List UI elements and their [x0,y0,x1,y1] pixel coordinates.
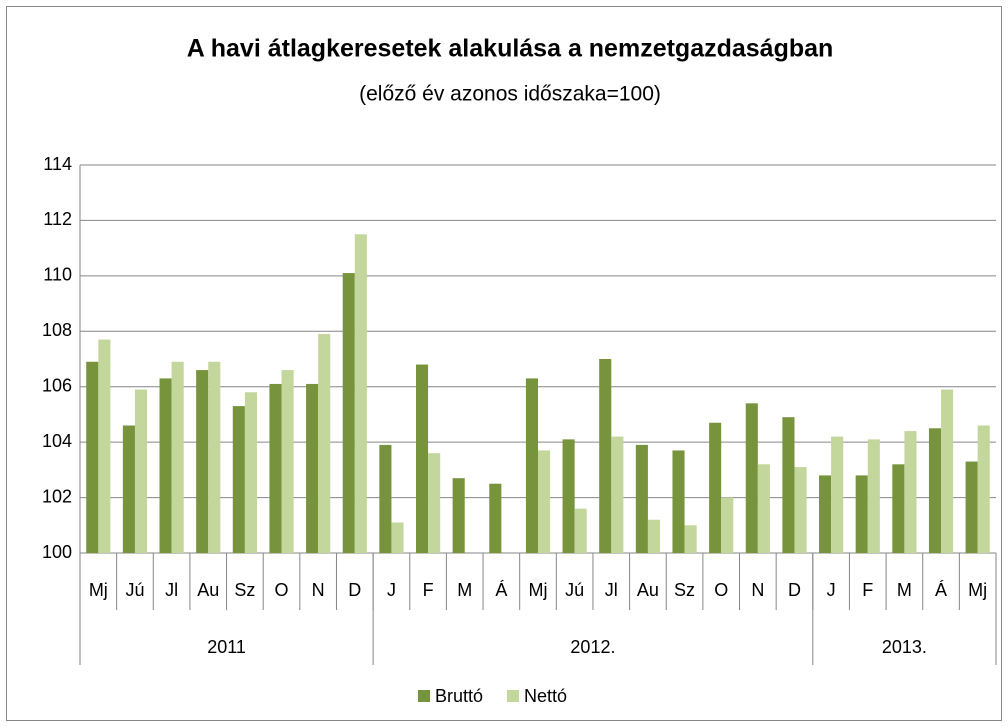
bar [538,450,551,553]
bar [867,439,880,553]
x-tick-label: Mj [529,580,548,600]
x-tick-label: F [862,580,873,600]
bar [965,461,978,553]
bar [244,392,257,553]
bar [354,234,367,554]
x-tick-label: D [788,580,801,600]
x-tick-label: D [348,580,361,600]
bar [794,467,807,553]
bar [379,444,392,553]
bar [196,370,209,553]
x-tick-label: M [897,580,912,600]
x-tick-label: Mj [968,580,987,600]
x-tick-label: M [457,580,472,600]
chart-frame [6,6,1002,721]
bar [98,339,111,553]
legend-swatch [507,690,520,702]
bar [941,389,954,553]
chart-title: A havi átlagkeresetek alakulása a nemzet… [187,35,834,63]
bar [428,453,441,553]
x-tick-label: Jl [165,580,178,600]
y-tick-label: 106 [42,375,72,395]
y-tick-label: 114 [43,154,72,174]
x-tick-label: J [387,580,396,600]
chart-subtitle: (előző év azonos időszaka=100) [359,83,661,106]
x-tick-label: Jl [605,580,618,600]
bar [831,436,844,553]
y-tick-label: 100 [42,542,72,562]
bar [672,450,685,553]
bar [928,428,942,553]
bar [489,483,502,553]
bar [562,439,575,553]
group-label: 2012. [570,637,615,657]
bar [574,508,587,553]
y-tick-label: 112 [43,209,72,229]
bar [86,361,99,553]
x-tick-label: J [827,580,836,600]
bar [709,422,722,553]
bar [269,383,282,553]
bar [159,378,172,553]
bar [611,436,624,553]
bar [635,444,648,553]
bar [415,364,429,553]
bar [977,425,990,553]
bar [134,389,148,553]
bar [281,370,294,553]
bar [757,464,770,553]
x-tick-label: Jú [565,580,584,600]
bar [599,359,612,553]
y-tick-label: 108 [42,320,72,340]
x-tick-label: N [312,580,325,600]
x-tick-label: Mj [89,580,108,600]
x-tick-label: Jú [125,580,144,600]
bar [525,378,538,553]
x-tick-label: Au [197,580,219,600]
bar [208,361,221,553]
bar [306,383,319,553]
legend-label: Nettó [524,686,567,706]
bar [904,431,917,553]
x-tick-label: Au [637,580,659,600]
y-tick-label: 102 [42,486,72,506]
bar [391,522,404,553]
group-label: 2013. [882,637,927,657]
y-tick-label: 104 [42,431,72,451]
bar [342,273,355,553]
bar [892,464,905,553]
x-tick-label: O [275,580,289,600]
bar [232,406,245,553]
legend-label: Bruttó [435,686,483,706]
x-tick-label: F [423,580,434,600]
bar [122,425,135,553]
bar [721,497,734,553]
bar [171,361,184,553]
x-tick-label: Á [495,580,507,600]
bar [452,478,465,553]
group-label: 2011 [207,637,246,657]
bar [819,475,832,553]
bar [318,334,331,553]
x-tick-label: Á [935,580,947,600]
bar [745,403,758,553]
x-tick-label: N [751,580,764,600]
x-tick-label: Sz [674,580,695,600]
x-tick-label: Sz [234,580,255,600]
bar [684,525,697,553]
bar [647,519,661,553]
bar [782,417,795,553]
y-tick-label: 110 [43,265,72,285]
legend-swatch [418,690,430,702]
bar [855,475,868,553]
x-tick-label: O [714,580,728,600]
